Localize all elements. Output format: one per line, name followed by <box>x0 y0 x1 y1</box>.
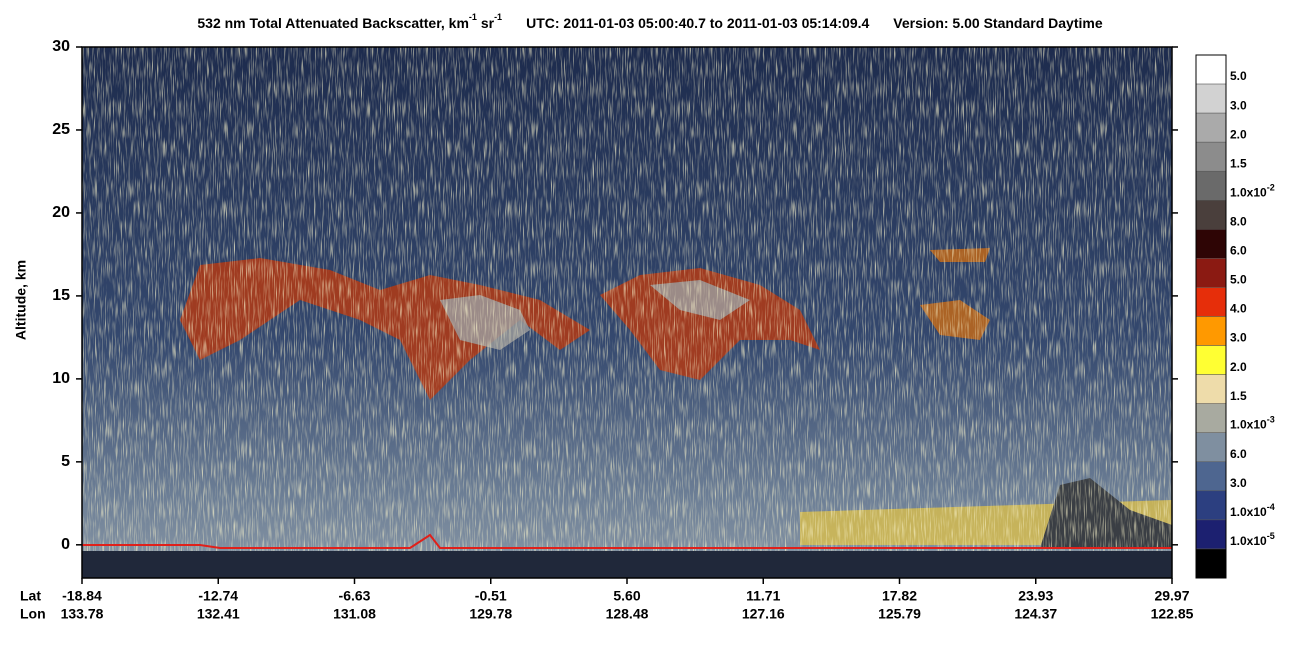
colorbar-label-base: 1.0x10 <box>1230 534 1267 548</box>
plot-image <box>81 46 1173 579</box>
title-unit: sr <box>477 15 495 31</box>
lon-label: 127.16 <box>742 606 785 622</box>
colorbar-label-exp: -4 <box>1267 502 1275 512</box>
colorbar-label: 1.5 <box>1230 156 1247 170</box>
colorbar-label: 6.0 <box>1230 244 1247 258</box>
title-exp: -1 <box>469 12 477 22</box>
colorbar-label: 3.0 <box>1230 98 1247 112</box>
lon-label: 124.37 <box>1014 606 1057 622</box>
lat-label: 5.60 <box>613 588 640 604</box>
chart-title: 532 nm Total Attenuated Backscatter, km-… <box>197 12 1102 30</box>
colorbar-swatch <box>1195 287 1227 317</box>
title-version: Version: 5.00 Standard Daytime <box>893 15 1103 31</box>
lon-label: 132.41 <box>197 606 240 622</box>
colorbar-label: 1.5 <box>1230 389 1247 403</box>
colorbar-label: 6.0 <box>1230 447 1247 461</box>
colorbar-label: 1.0x10-3 <box>1230 415 1275 432</box>
lon-label: 128.48 <box>606 606 649 622</box>
colorbar-swatch <box>1195 374 1227 404</box>
colorbar-label-exp: -2 <box>1267 183 1275 193</box>
colorbar-swatch <box>1195 54 1227 85</box>
x-row-label: Lat <box>20 588 41 604</box>
colorbar-label-exp: -3 <box>1267 415 1275 425</box>
lon-label: 125.79 <box>878 606 921 622</box>
colorbar-label-base: 1.0x10 <box>1230 505 1267 519</box>
title-quantity: 532 nm Total Attenuated Backscatter, km <box>197 15 469 31</box>
colorbar-swatch <box>1195 403 1227 433</box>
y-tick-label: 0 <box>61 536 70 553</box>
lon-label: 131.08 <box>333 606 376 622</box>
y-tick-label: 10 <box>52 370 70 387</box>
surface-line <box>82 533 1172 549</box>
lat-label: 29.97 <box>1154 588 1189 604</box>
colorbar-label: 4.0 <box>1230 302 1247 316</box>
colorbar-swatch <box>1195 548 1227 579</box>
colorbar-label: 3.0 <box>1230 476 1247 490</box>
colorbar-label: 5.0 <box>1230 273 1247 287</box>
colorbar-swatch <box>1195 345 1227 375</box>
y-tick-label: 30 <box>52 38 70 55</box>
colorbar-label-base: 1.0x10 <box>1230 185 1267 199</box>
y-tick-label: 5 <box>61 453 70 470</box>
lat-label: -0.51 <box>475 588 507 604</box>
colorbar-label: 1.0x10-4 <box>1230 502 1275 519</box>
colorbar-label: 1.0x10-5 <box>1230 531 1275 548</box>
lat-label: -18.84 <box>62 588 102 604</box>
colorbar-label: 5.0 <box>1230 69 1247 83</box>
y-tick-label: 25 <box>52 121 70 138</box>
colorbar-swatch <box>1195 112 1227 143</box>
colorbar-label: 2.0 <box>1230 127 1247 141</box>
colorbar-swatch <box>1195 141 1227 172</box>
colorbar-label-exp: -5 <box>1267 531 1275 541</box>
colorbar-label: 1.0x10-2 <box>1230 183 1275 200</box>
lat-label: 11.71 <box>746 588 780 604</box>
y-axis-label: Altitude, km <box>13 260 29 340</box>
colorbar-label: 8.0 <box>1230 215 1247 229</box>
colorbar-swatch <box>1195 432 1227 463</box>
colorbar-swatch <box>1195 83 1227 114</box>
lat-label: 17.82 <box>882 588 917 604</box>
colorbar-label-base: 1.0x10 <box>1230 418 1267 432</box>
colorbar-swatch <box>1195 200 1227 230</box>
colorbar-swatch <box>1195 229 1227 259</box>
y-tick-label: 20 <box>52 204 70 221</box>
subsurface <box>82 551 1172 578</box>
title-exp: -1 <box>494 12 502 22</box>
colorbar-swatch <box>1195 258 1227 288</box>
colorbar-frame <box>1195 54 1227 579</box>
lat-label: 23.93 <box>1018 588 1053 604</box>
colorbar-label: 3.0 <box>1230 331 1247 345</box>
noise-texture <box>82 47 1172 578</box>
title-utc: UTC: 2011-01-03 05:00:40.7 to 2011-01-03… <box>526 15 869 31</box>
colorbar-swatch <box>1195 461 1227 492</box>
colorbar-swatch <box>1195 519 1227 550</box>
lat-label: -12.74 <box>198 588 238 604</box>
x-row-label: Lon <box>20 606 46 622</box>
lon-label: 122.85 <box>1151 606 1194 622</box>
lat-label: -6.63 <box>339 588 371 604</box>
colorbar-swatch <box>1195 316 1227 346</box>
colorbar-swatch <box>1195 170 1227 201</box>
lon-label: 129.78 <box>469 606 512 622</box>
colorbar-swatch <box>1195 490 1227 521</box>
lon-label: 133.78 <box>61 606 104 622</box>
colorbar-label: 2.0 <box>1230 360 1247 374</box>
y-tick-label: 15 <box>52 287 70 304</box>
